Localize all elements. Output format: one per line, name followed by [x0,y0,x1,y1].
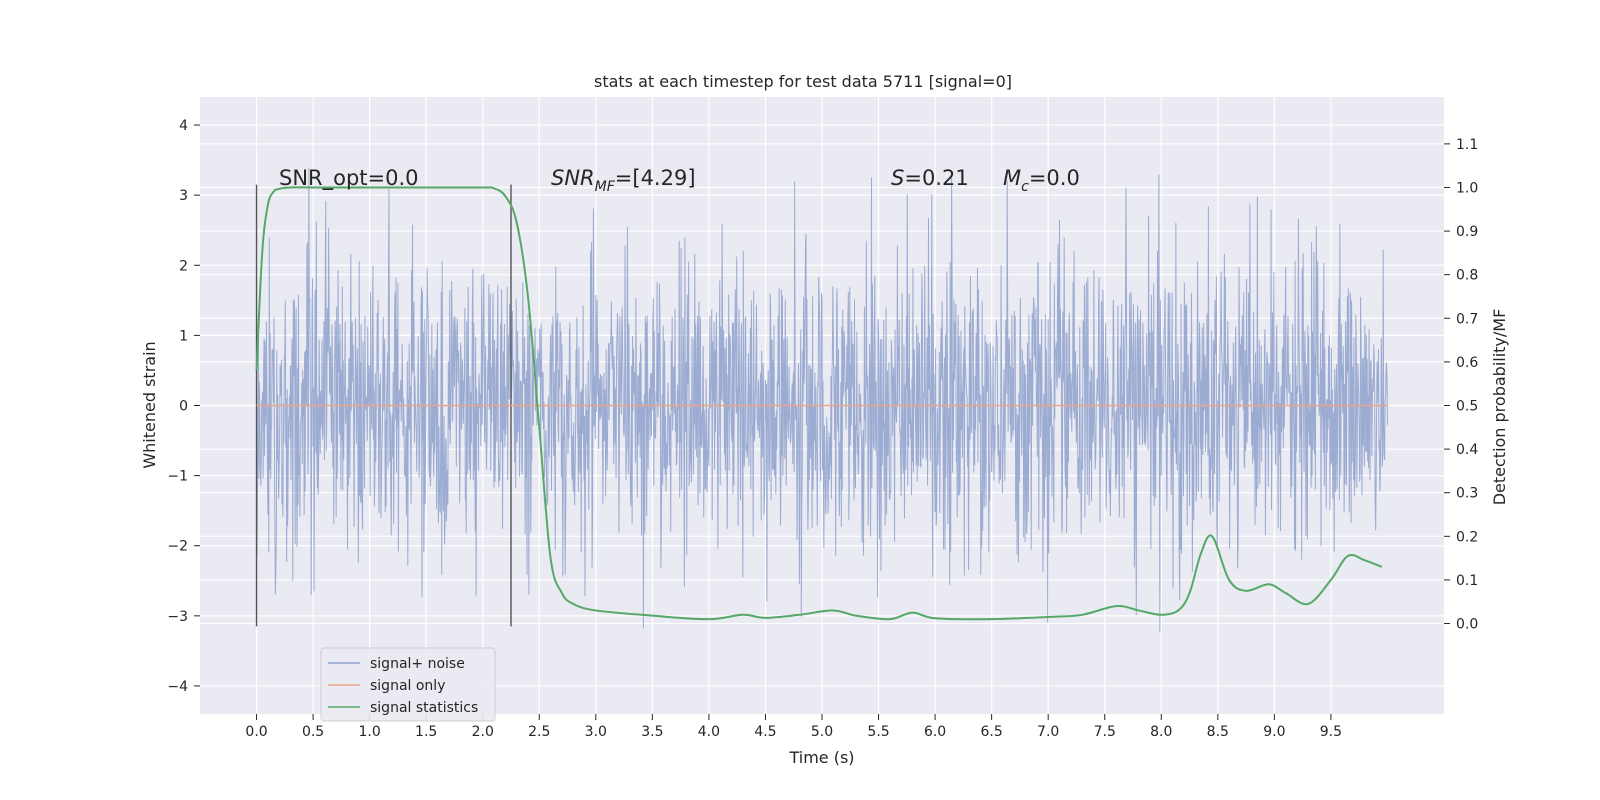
annotation-s-symbol: S [891,166,904,190]
y-tick-label-0: −4 [167,679,188,695]
y2-tick-label-7: 0.7 [1456,311,1478,327]
y2-axis-ticks: 0.0 0.1 0.2 0.3 0.4 0.5 0.6 0.7 0.8 0.9 1.0 1.1 [1444,137,1478,633]
y-axis-ticks: −4 −3 −2 −1 0 1 2 3 4 [167,118,200,695]
chart-title: stats at each timestep for test data 571… [594,72,1012,91]
x-axis-ticks: 0.0 0.5 1.0 1.5 2.0 2.5 3.0 3.5 4.0 4.5 5.0 5.5 6.0 6… [245,714,1342,740]
x-tick-label-7: 3.5 [641,724,663,740]
annotation-snr-mf-sub: MF [595,179,616,195]
y-tick-label-6: 2 [179,258,188,274]
annotation-mc-value: =0.0 [1029,166,1080,190]
y2-tick-label-4: 0.4 [1456,442,1478,458]
signal-statistics-line [255,186,1383,621]
annotation-snr-mf-value: =[4.29] [615,166,696,190]
x-tick-label-6: 3.0 [585,724,607,740]
legend-box [320,647,496,722]
y-tick-label-1: −3 [167,609,188,625]
legend-label-signal-statistics: signal statistics [370,700,478,716]
y2-tick-label-6: 0.6 [1456,355,1478,371]
y2-tick-label-5: 0.5 [1456,399,1478,415]
x-tick-label-4: 2.0 [472,724,494,740]
y2-tick-label-1: 0.1 [1456,573,1478,589]
x-tick-label-13: 6.5 [981,724,1003,740]
legend-label-signal-only: signal only [370,678,445,694]
annotation-s-value: =0.21 [904,166,968,190]
y-tick-label-2: −2 [167,539,188,555]
annotation-snr-opt: SNR_opt=0.0 [279,166,419,191]
y2-tick-label-9: 0.9 [1456,224,1478,240]
x-tick-label-18: 9.0 [1263,724,1285,740]
legend: signal+ noise signal only signal statist… [320,647,496,722]
x-tick-label-9: 4.5 [754,724,776,740]
y2-tick-label-10: 1.0 [1456,180,1478,196]
x-tick-label-19: 9.5 [1320,724,1342,740]
x-tick-label-14: 7.0 [1037,724,1059,740]
y2-tick-label-3: 0.3 [1456,486,1478,502]
x-tick-label-16: 8.0 [1150,724,1172,740]
annotation-s: S=0.21 [891,166,969,190]
annotation-mc: Mc=0.0 [1003,166,1080,195]
x-tick-label-11: 5.5 [867,724,889,740]
y-tick-label-3: −1 [167,469,188,485]
legend-label-signal-noise: signal+ noise [370,656,465,672]
series-signal-noise [256,168,1388,632]
x-tick-label-1: 0.5 [302,724,324,740]
y2-tick-label-2: 0.2 [1456,529,1478,545]
x-tick-label-15: 7.5 [1094,724,1116,740]
y-tick-label-4: 0 [179,399,188,415]
y2-axis-label: Detection probability/MF [1490,309,1509,506]
x-tick-label-0: 0.0 [245,724,267,740]
x-tick-label-10: 5.0 [811,724,833,740]
series-signal-statistics [255,186,1383,621]
annotation-snr-mf: SNRMF=[4.29] [551,166,696,195]
y2-tick-label-0: 0.0 [1456,617,1478,633]
x-tick-label-3: 1.5 [415,724,437,740]
y-tick-label-5: 1 [179,328,188,344]
y-tick-label-7: 3 [179,188,188,204]
x-tick-label-12: 6.0 [924,724,946,740]
annotation-mc-symbol: M [1003,166,1021,190]
y2-tick-label-8: 0.8 [1456,268,1478,284]
x-tick-label-8: 4.0 [698,724,720,740]
annotation-snr-mf-base: SNR [551,166,595,190]
y-axis-label: Whitened strain [140,341,159,468]
y-tick-label-8: 4 [179,118,188,134]
annotation-mc-sub: c [1021,179,1029,195]
y2-tick-label-11: 1.1 [1456,137,1478,153]
x-axis-label: Time (s) [788,748,854,767]
noise-trace [256,168,1388,632]
x-tick-label-5: 2.5 [528,724,550,740]
x-tick-label-17: 8.5 [1207,724,1229,740]
x-tick-label-2: 1.0 [359,724,381,740]
